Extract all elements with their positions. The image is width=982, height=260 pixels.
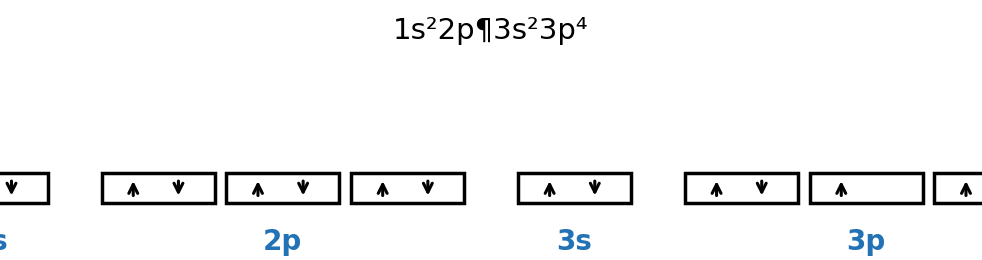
- Text: 2p: 2p: [263, 228, 302, 256]
- Text: 1s: 1s: [0, 228, 9, 256]
- Text: 3s: 3s: [557, 228, 592, 256]
- Bar: [226, 173, 340, 203]
- Bar: [685, 173, 797, 203]
- Bar: [0, 173, 48, 203]
- Bar: [352, 173, 464, 203]
- Text: 3p: 3p: [846, 228, 886, 256]
- Bar: [809, 173, 923, 203]
- Bar: [935, 173, 982, 203]
- Bar: [102, 173, 215, 203]
- Bar: [518, 173, 630, 203]
- Text: 1s²2p¶3s²3p⁴: 1s²2p¶3s²3p⁴: [393, 17, 589, 45]
